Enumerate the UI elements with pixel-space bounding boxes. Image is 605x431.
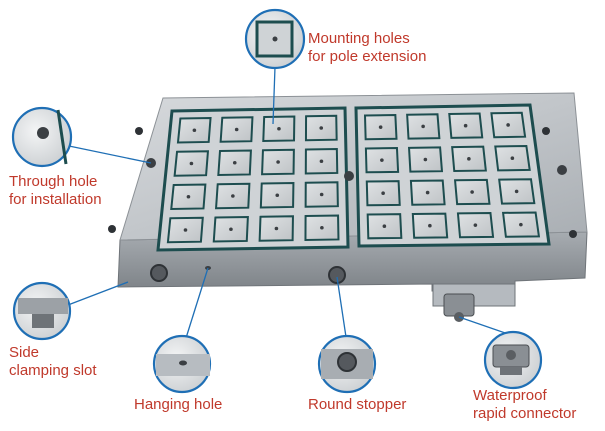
through-hole-icon	[344, 171, 354, 181]
mounting-hole-icon	[274, 226, 279, 231]
round-stopper-label: Round stopper	[308, 396, 406, 414]
mounting-hole-icon	[381, 191, 385, 196]
mounting-hole-icon	[231, 194, 235, 198]
callout-through-circle	[11, 106, 73, 168]
mounting-hole-icon	[229, 227, 233, 232]
mounting-holes-line1: Mounting holes	[308, 30, 410, 47]
round-stopper-line1: Round stopper	[308, 396, 407, 413]
round-stopper-icon	[150, 264, 168, 282]
left-pole-grid	[166, 114, 340, 244]
mounting-hole-icon	[232, 160, 237, 165]
left-pole-area	[156, 106, 350, 252]
mounting-hole-icon	[319, 192, 324, 197]
mounting-hole-icon	[380, 158, 384, 162]
right-pole-area	[354, 103, 551, 248]
through-hole-line1: Through hole	[9, 173, 98, 190]
callout-line-through	[68, 145, 152, 164]
mounting-hole-icon	[463, 123, 468, 128]
mounting-hole-icon	[234, 127, 239, 132]
waterproof-connector-line2: rapid connector	[473, 405, 577, 422]
mounting-hole-icon	[421, 124, 425, 129]
clamp-bolt-icon	[108, 225, 116, 233]
mounting-hole-icon	[276, 160, 280, 164]
mounting-hole-icon	[186, 194, 191, 199]
mounting-hole-icon	[473, 223, 478, 227]
mounting-hole-icon	[510, 156, 515, 161]
clamp-bolt-icon	[569, 230, 577, 238]
callout-lines	[67, 66, 512, 339]
mounting-hole-icon	[506, 123, 510, 127]
mounting-holes-label: Mounting holes for pole extension	[308, 30, 426, 66]
callout-water-circle	[483, 330, 543, 390]
side-slot-label: Side clamping slot	[9, 344, 97, 380]
mounting-hole-icon	[423, 157, 428, 162]
mounting-hole-icon	[378, 125, 383, 129]
mounting-hole-icon	[319, 126, 324, 130]
right-pole-grid	[363, 111, 541, 240]
through-hole-icon	[557, 165, 567, 175]
mounting-hole-icon	[183, 228, 188, 232]
callout-line-side	[67, 281, 129, 306]
mounting-hole-icon	[470, 190, 474, 194]
callout-hanging-circle	[152, 334, 212, 394]
waterproof-connector-label: Waterproof rapid connector	[473, 387, 576, 423]
callout-line-hanging	[185, 267, 209, 339]
mounting-hole-icon	[320, 225, 324, 230]
side-slot-line1: Side	[9, 344, 40, 361]
mounting-hole-icon	[192, 128, 197, 133]
waterproof-connector-line1: Waterproof	[473, 387, 547, 404]
mounting-hole-icon	[519, 222, 523, 227]
mounting-hole-icon	[467, 157, 471, 161]
mounting-hole-icon	[189, 161, 194, 166]
mounting-hole-icon	[428, 223, 432, 228]
through-hole-line2: for installation	[9, 191, 102, 208]
mounting-hole-icon	[319, 159, 324, 164]
magnetic-chuck	[108, 92, 588, 322]
callout-line-mounting	[272, 66, 276, 125]
mounting-hole-icon	[382, 224, 387, 229]
clamp-bolt-icon	[542, 127, 550, 135]
hanging-hole-line1: Hanging hole	[134, 396, 223, 413]
clamp-bolt-icon	[135, 127, 143, 135]
callout-mounting-circle	[244, 8, 306, 70]
side-slot-line2: clamping slot	[9, 362, 97, 379]
mounting-hole-icon	[275, 193, 280, 198]
callout-line-round	[336, 276, 347, 338]
callout-line-water	[458, 316, 512, 336]
mounting-hole-icon	[514, 189, 519, 194]
round-stopper-icon	[328, 266, 346, 284]
hanging-hole-label: Hanging hole	[134, 396, 222, 414]
mounting-hole-icon	[425, 190, 430, 195]
callout-side-circle	[12, 281, 72, 341]
mounting-holes-line2: for pole extension	[308, 48, 427, 65]
through-hole-label: Through hole for installation	[9, 173, 102, 209]
mounting-hole-icon	[277, 126, 281, 131]
callout-round-circle	[317, 334, 377, 394]
